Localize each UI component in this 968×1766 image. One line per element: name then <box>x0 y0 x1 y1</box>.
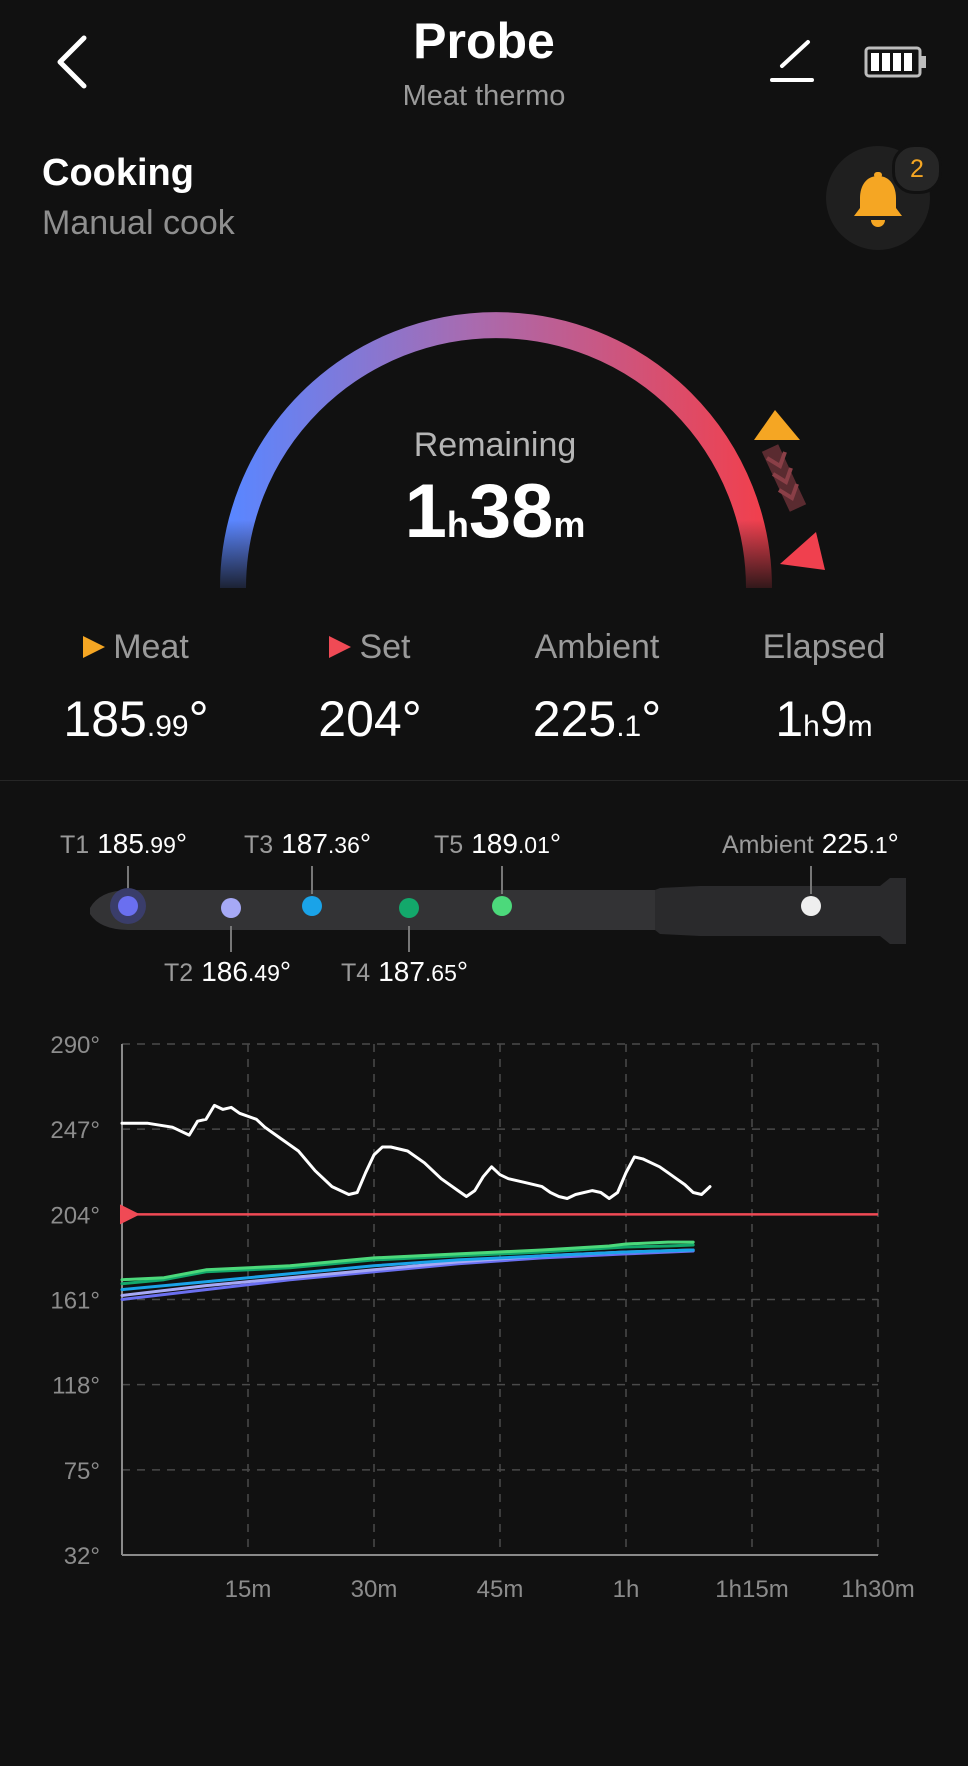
set-value: 204° <box>318 691 422 747</box>
y-tick-label: 290° <box>50 1032 100 1059</box>
page-subtitle: Meat thermo <box>402 80 566 112</box>
y-tick-label: 204° <box>50 1202 100 1229</box>
meat-label: Meat <box>113 627 189 666</box>
edit-icon[interactable] <box>768 38 816 86</box>
cook-mode: Manual cook <box>42 204 235 242</box>
y-tick-label: 118° <box>52 1373 100 1400</box>
set-label: Set <box>359 627 411 666</box>
y-tick-label: 75° <box>64 1458 100 1485</box>
sensor-t3-dot[interactable] <box>302 896 322 916</box>
series-line <box>120 1103 712 1200</box>
sensor-t2-label: T2 186.49° <box>164 956 292 987</box>
set-marker-icon <box>329 636 352 658</box>
back-chevron-icon[interactable] <box>52 34 92 90</box>
remaining-minutes: 38 <box>468 469 554 554</box>
remaining-time: 1h38m <box>300 468 690 555</box>
elapsed-value: 1h9m <box>775 691 873 747</box>
sensor-t1-label: T1 185.99° <box>60 828 188 859</box>
series-line <box>120 1248 695 1292</box>
cook-status: Cooking <box>42 152 194 194</box>
x-tick-label: 1h <box>613 1576 640 1603</box>
sensor-t1-dot[interactable] <box>118 896 138 916</box>
sensor-t4-dot[interactable] <box>399 898 419 918</box>
stat-elapsed: Elapsed 1h9m <box>714 626 934 748</box>
remaining-gauge <box>210 312 825 600</box>
remaining-minutes-unit: m <box>553 504 586 545</box>
x-tick-label: 15m <box>225 1576 272 1603</box>
probe-diagram <box>90 866 906 952</box>
series-line <box>120 1243 695 1286</box>
ambient-value: 225.1° <box>532 691 662 747</box>
sensor-t2-dot[interactable] <box>221 898 241 918</box>
battery-icon <box>864 46 926 78</box>
page-title: Probe <box>413 13 555 69</box>
meat-value: 185.99° <box>63 691 209 747</box>
meat-marker-icon <box>83 636 106 658</box>
progress-arrows-icon <box>754 410 825 570</box>
series-line <box>120 1240 695 1282</box>
ambient-label: Ambient <box>534 627 660 666</box>
sensor-t4-label: T4 187.65° <box>341 956 469 987</box>
x-tick-label: 45m <box>477 1576 524 1603</box>
remaining-hours-unit: h <box>446 504 469 545</box>
x-tick-label: 1h15m <box>715 1576 788 1603</box>
remaining-label: Remaining <box>413 426 577 464</box>
series-line <box>120 1249 695 1301</box>
y-tick-label: 32° <box>64 1543 100 1570</box>
remaining-hours: 1 <box>404 469 447 554</box>
sensor-ambient-dot[interactable] <box>801 896 821 916</box>
x-tick-label: 1h30m <box>841 1576 914 1603</box>
sensor-ambient-label: Ambient 225.1° <box>722 828 899 859</box>
sensor-t3-label: T3 187.36° <box>244 828 372 859</box>
x-tick-label: 30m <box>351 1576 398 1603</box>
elapsed-label: Elapsed <box>762 627 886 666</box>
stat-set[interactable]: Set 204° <box>260 626 480 748</box>
y-tick-label: 161° <box>50 1288 100 1315</box>
bell-icon <box>854 172 902 227</box>
section-divider <box>0 780 968 781</box>
stat-meat: Meat 185.99° <box>26 626 246 748</box>
sensor-t5-label: T5 189.01° <box>434 828 562 859</box>
sensor-t5-dot[interactable] <box>492 896 512 916</box>
set-marker-icon <box>120 1204 140 1225</box>
temperature-chart[interactable]: 290° 247° 204° 161° 118° 75° 32° 15m 30m 45m 1h 1h1… <box>0 1020 968 1620</box>
y-tick-label: 247° <box>50 1117 100 1144</box>
notification-count-badge: 2 <box>892 144 942 194</box>
stat-ambient: Ambient 225.1° <box>487 626 707 748</box>
